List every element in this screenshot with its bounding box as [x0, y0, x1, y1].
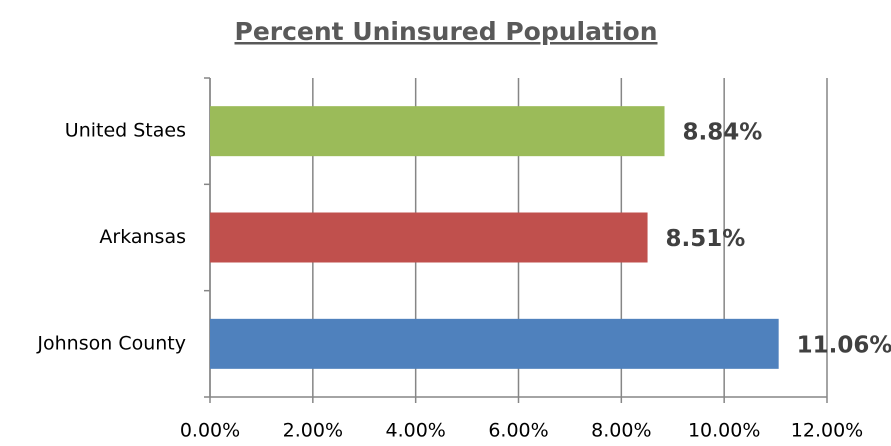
x-tick-label: 4.00% [385, 420, 445, 442]
x-tick-label: 8.00% [591, 420, 651, 442]
bar [210, 212, 648, 263]
bar [210, 318, 779, 369]
x-tick-label: 10.00% [688, 420, 760, 442]
y-tick-label: Johnson County [36, 332, 186, 354]
x-tick-label: 6.00% [488, 420, 548, 442]
y-tick-label: United Staes [65, 120, 186, 142]
data-label: 8.84% [683, 120, 763, 146]
x-tick-label: 2.00% [283, 420, 343, 442]
x-tick-label: 12.00% [791, 420, 863, 442]
bar [210, 106, 665, 157]
y-tick-label: Arkansas [99, 226, 186, 248]
data-label: 8.51% [666, 226, 746, 252]
chart-title: Percent Uninsured Population [235, 17, 658, 46]
data-label: 11.06% [797, 332, 891, 358]
x-tick-label: 0.00% [180, 420, 240, 442]
